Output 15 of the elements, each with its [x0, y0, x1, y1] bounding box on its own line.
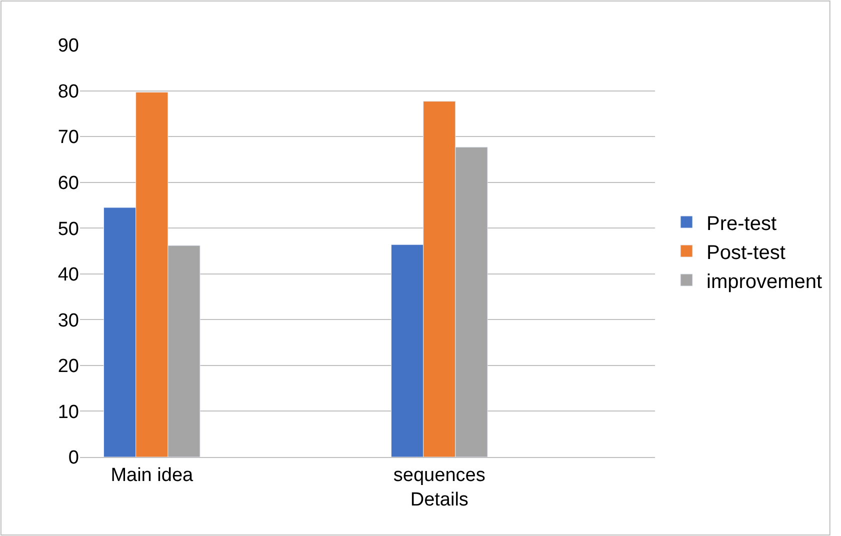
y-tick-label: 0	[68, 448, 79, 469]
y-tick-label: 30	[58, 310, 79, 332]
y-tick-label: 40	[58, 264, 79, 286]
y-tick-label: 70	[58, 127, 79, 148]
y-tick-label: 60	[58, 172, 79, 194]
y-tick-label: 80	[58, 81, 79, 102]
legend-label: Post-test	[706, 242, 786, 264]
y-tick-label: 20	[58, 356, 79, 378]
legend-label: Pre-test	[706, 212, 777, 235]
y-tick-label: 10	[58, 402, 79, 423]
x-tick-label: Main idea	[110, 464, 194, 486]
x-tick-label: sequences Details	[393, 464, 486, 510]
y-tick-label: 90	[58, 36, 79, 57]
y-tick-label: 50	[58, 218, 79, 240]
legend-label: improvement	[706, 270, 823, 293]
